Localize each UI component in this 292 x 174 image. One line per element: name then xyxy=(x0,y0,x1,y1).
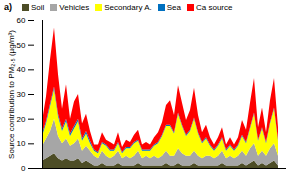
svg-text:50: 50 xyxy=(17,41,26,50)
svg-text:10: 10 xyxy=(17,139,26,148)
svg-text:20: 20 xyxy=(17,115,26,124)
html-text:Vehicles: Vehicles xyxy=(59,2,90,12)
html-text:Secondary A.: Secondary A. xyxy=(104,2,152,12)
svg-text:40: 40 xyxy=(17,65,26,74)
html-text:Sea: Sea xyxy=(166,2,181,12)
svg-text:0: 0 xyxy=(21,164,26,173)
svg-text:Source contribution to PM₂.₅ (: Source contribution to PM₂.₅ (µg/m³) xyxy=(7,30,16,159)
html-text:a): a) xyxy=(4,2,12,12)
svg-text:30: 30 xyxy=(17,90,26,99)
html-text:Soil: Soil xyxy=(31,2,45,12)
html-text:Ca source: Ca source xyxy=(196,2,233,12)
svg-text:60: 60 xyxy=(17,16,26,25)
